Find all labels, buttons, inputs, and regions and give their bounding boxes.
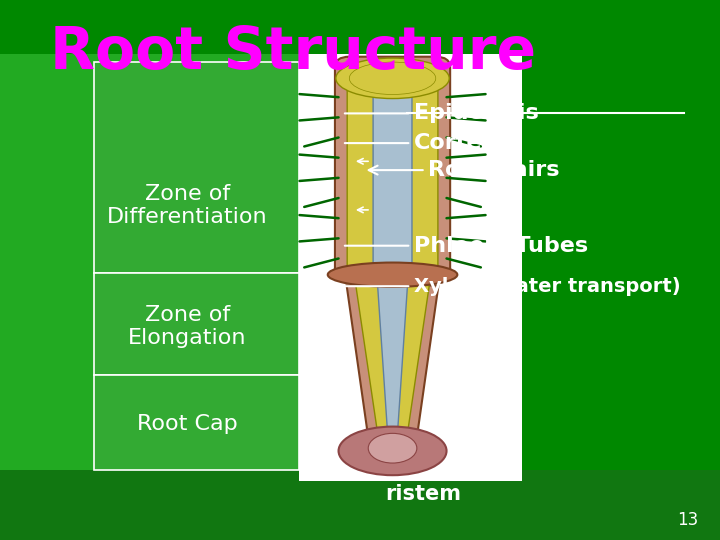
Text: 13: 13 <box>677 511 698 529</box>
Ellipse shape <box>338 427 446 475</box>
Text: ristem: ristem <box>385 484 462 504</box>
Text: Epidermis: Epidermis <box>345 103 539 124</box>
Text: Root Structure: Root Structure <box>50 24 536 82</box>
PathPatch shape <box>377 280 408 427</box>
Text: Zone of
Elongation: Zone of Elongation <box>128 305 246 348</box>
Ellipse shape <box>336 58 449 98</box>
Text: Phloem Tubes: Phloem Tubes <box>345 235 588 256</box>
Bar <box>299 54 522 481</box>
Ellipse shape <box>368 433 417 463</box>
FancyBboxPatch shape <box>373 69 412 276</box>
Ellipse shape <box>328 262 457 287</box>
FancyBboxPatch shape <box>335 57 450 283</box>
Bar <box>0 470 720 540</box>
PathPatch shape <box>356 286 429 432</box>
Text: Cortex: Cortex <box>345 133 497 153</box>
Bar <box>0 54 518 486</box>
Bar <box>94 273 299 375</box>
PathPatch shape <box>346 286 438 437</box>
Text: Xylem (water transport): Xylem (water transport) <box>345 276 680 296</box>
Text: Root Cap: Root Cap <box>137 414 238 434</box>
Bar <box>94 375 299 470</box>
Bar <box>94 62 299 273</box>
Text: Root Hairs: Root Hairs <box>369 160 560 180</box>
Ellipse shape <box>349 62 436 94</box>
FancyBboxPatch shape <box>347 63 438 279</box>
Text: Zone of
Differentiation: Zone of Differentiation <box>107 184 268 227</box>
